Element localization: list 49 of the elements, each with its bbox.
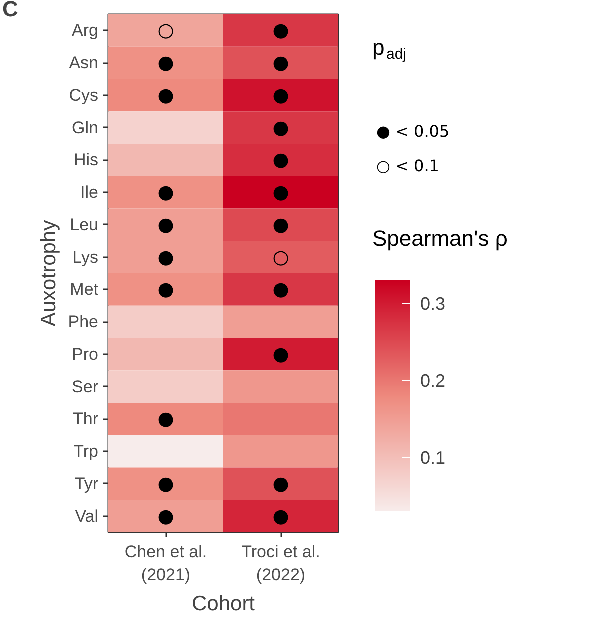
data-label: ●	[158, 84, 174, 106]
data-label: ●	[158, 52, 174, 74]
y-tick-label: Ile	[80, 183, 99, 202]
data-label: ●	[272, 84, 290, 106]
y-tick-label: Met	[70, 280, 99, 300]
text: ○ < 0.1	[376, 156, 440, 176]
data-label: ○	[158, 20, 174, 42]
data-label: ●	[272, 278, 290, 301]
y-tick-label: Lys	[72, 248, 99, 267]
color-bar-label: 0.1	[420, 448, 446, 468]
data-label: ●	[272, 343, 290, 366]
color-bar-label: 0.2	[420, 371, 446, 392]
data-label: ●	[158, 246, 174, 268]
data-label: ●	[272, 52, 290, 74]
data-label: ●	[272, 505, 290, 528]
data-label: ●	[272, 20, 290, 42]
y-tick-label: Ser	[72, 377, 99, 396]
x-tick-label: Troci et al. (2022)	[242, 542, 320, 584]
text: ● < 0.05	[376, 122, 450, 141]
y-tick-label: Thr	[73, 410, 99, 429]
data-label: ●	[158, 182, 174, 204]
data-label: ●	[158, 408, 174, 430]
data-label: ●	[158, 472, 174, 495]
chart-title: C	[2, 0, 18, 22]
data-label: ●	[272, 214, 290, 236]
y-tick-label: Gln	[72, 118, 99, 138]
y-tick-label: Tyr	[74, 474, 99, 494]
data-label: ●	[158, 214, 174, 236]
data-label: ●	[272, 472, 290, 495]
y-tick-label: Phe	[68, 312, 98, 332]
data-label: ●	[158, 278, 174, 301]
y-tick-label: Trp	[74, 442, 99, 462]
y-tick-label: Pro	[72, 344, 99, 364]
data-label: ●	[272, 116, 290, 139]
data-label: ●	[272, 182, 290, 204]
data-label: ●	[272, 149, 290, 172]
y-tick-label: Asn	[69, 54, 99, 73]
y-tick-label: Leu	[70, 215, 99, 234]
data-label: ○	[272, 246, 290, 268]
y-tick-label: Val	[75, 506, 99, 526]
color-bar-label: 0.3	[420, 294, 446, 314]
y-tick-label: His	[74, 150, 99, 170]
y-axis-title: Auxotrophy	[37, 220, 60, 327]
x-axis-title: Cohort	[192, 592, 256, 616]
data-label: ●	[158, 505, 174, 528]
y-tick-label: Cys	[69, 86, 99, 105]
y-tick-label: Arg	[72, 21, 99, 40]
color-bar-title: Spearman's ρ	[372, 226, 508, 251]
x-tick-label: Chen et al. (2021)	[124, 542, 208, 584]
